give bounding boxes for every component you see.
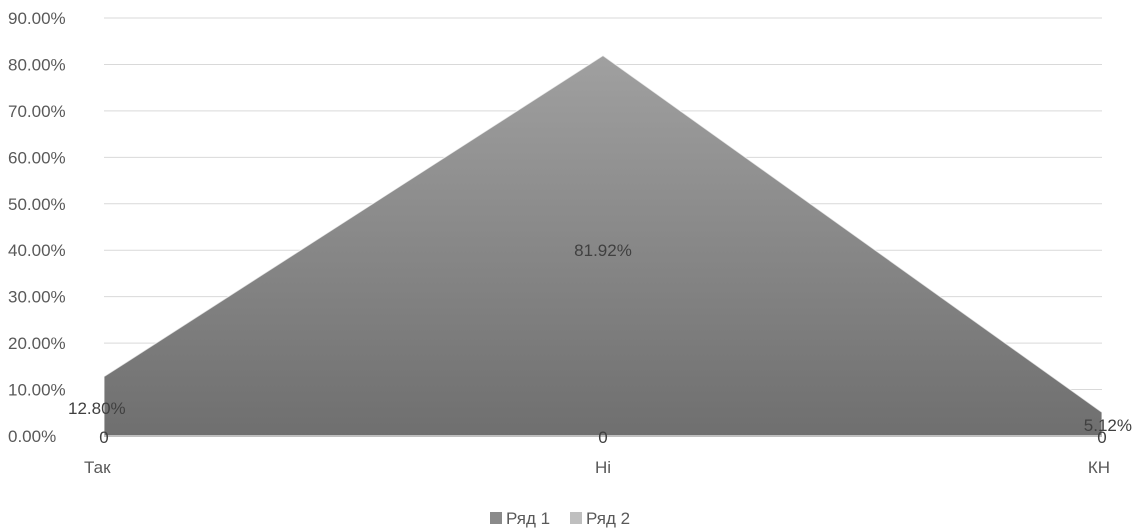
data-label-series-2: 0 bbox=[598, 428, 607, 447]
x-tick-label: Так bbox=[84, 458, 111, 477]
y-tick-label: 0.00% bbox=[8, 427, 56, 446]
x-axis: Так Ні КН bbox=[84, 458, 1110, 477]
data-label-series-1: 5.12% bbox=[1084, 416, 1132, 435]
legend: Ряд 1 Ряд 2 bbox=[490, 509, 630, 528]
x-tick-label: Ні bbox=[595, 458, 611, 477]
data-label-series-1: 12.80% bbox=[68, 399, 126, 418]
legend-label: Ряд 2 bbox=[586, 509, 630, 528]
legend-swatch bbox=[490, 512, 502, 524]
y-tick-label: 30.00% bbox=[8, 288, 66, 307]
series-area bbox=[103, 54, 1103, 437]
y-tick-label: 10.00% bbox=[8, 381, 66, 400]
y-tick-label: 70.00% bbox=[8, 102, 66, 121]
data-label-series-2: 0 bbox=[99, 428, 108, 447]
data-label-series-2: 0 bbox=[1097, 428, 1106, 447]
y-axis: 0.00% 10.00% 20.00% 30.00% 40.00% 50.00% 60.00… bbox=[8, 9, 66, 446]
data-label-series-1: 81.92% bbox=[574, 241, 632, 260]
y-tick-label: 90.00% bbox=[8, 9, 66, 28]
x-tick-label: КН bbox=[1088, 458, 1110, 477]
y-tick-label: 40.00% bbox=[8, 241, 66, 260]
data-labels: 12.80%81.92%5.12%0 0 0 bbox=[68, 241, 1132, 447]
y-tick-label: 60.00% bbox=[8, 148, 66, 167]
y-tick-label: 80.00% bbox=[8, 55, 66, 74]
legend-swatch bbox=[570, 512, 582, 524]
y-tick-label: 20.00% bbox=[8, 334, 66, 353]
y-tick-label: 50.00% bbox=[8, 195, 66, 214]
legend-label: Ряд 1 bbox=[506, 509, 550, 528]
